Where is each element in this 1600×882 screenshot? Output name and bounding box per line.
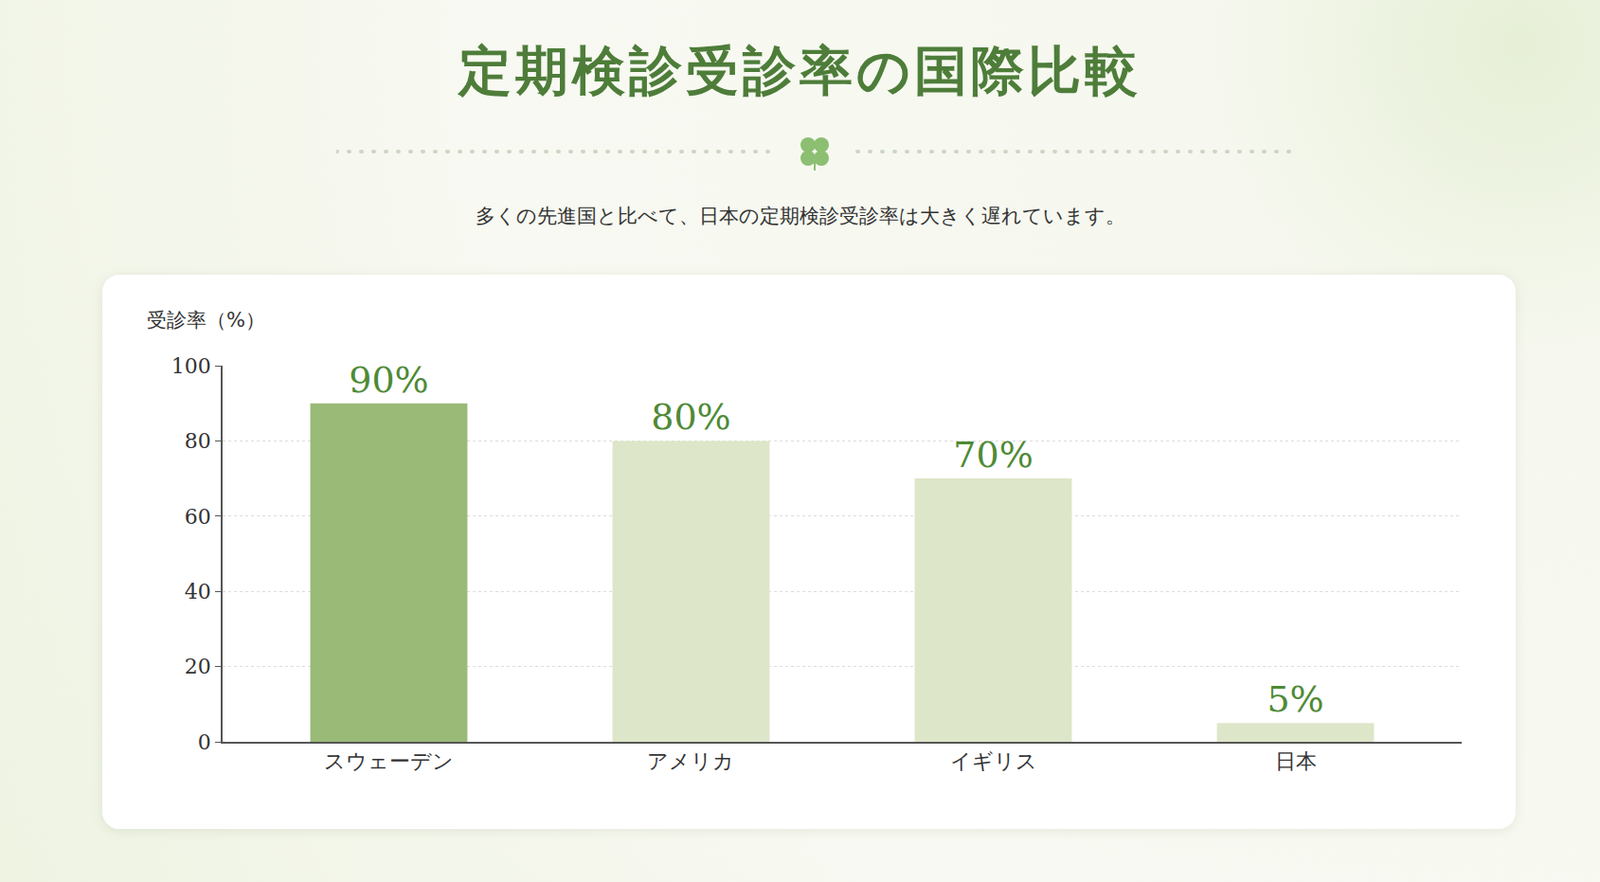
svg-text:20: 20 <box>184 654 212 679</box>
svg-text:5%: 5% <box>1266 678 1324 720</box>
html-text:定期検診受診率の国際比較: 定期検診受診率の国際比較 <box>458 38 1142 102</box>
svg-text:0: 0 <box>197 730 212 755</box>
svg-text:イギリス: イギリス <box>950 749 1038 774</box>
svg-text:日本: 日本 <box>1275 749 1317 774</box>
svg-text:70%: 70% <box>952 433 1033 476</box>
svg-text:100: 100 <box>171 354 212 378</box>
svg-text:80%: 80% <box>650 395 731 438</box>
svg-text:アメリカ: アメリカ <box>647 749 735 774</box>
svg-text:受診率（%）: 受診率（%） <box>146 308 266 332</box>
svg-text:80: 80 <box>184 429 212 453</box>
svg-text:40: 40 <box>184 579 212 604</box>
svg-text:90%: 90% <box>348 359 429 401</box>
svg-text:60: 60 <box>184 504 212 529</box>
html-text:多くの先進国と比べて、日本の定期検診受診率は大きく遅れていま: 多くの先進国と比べて、日本の定期検診受診率は大きく遅れています。 <box>475 204 1125 228</box>
svg-text:スウェーデン: スウェーデン <box>323 749 454 774</box>
